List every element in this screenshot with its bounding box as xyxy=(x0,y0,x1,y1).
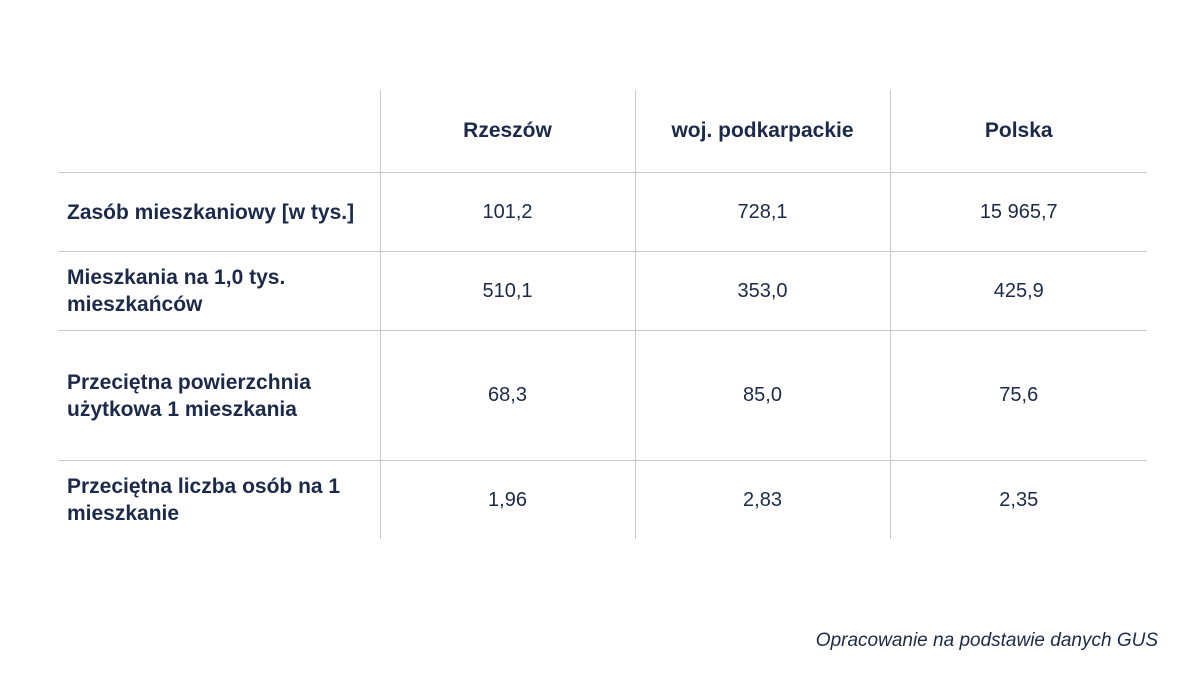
table-row-dwellings-per-1000: Mieszkania na 1,0 tys. mieszkańców 510,1… xyxy=(58,251,1147,331)
source-note: Opracowanie na podstawie danych GUS xyxy=(815,630,1158,651)
value-podkarpackie: 353,0 xyxy=(634,251,890,331)
header-podkarpackie: woj. podkarpackie xyxy=(634,90,890,173)
table-row-housing-stock: Zasób mieszkaniowy [w tys.] 101,2 728,1 … xyxy=(58,172,1147,252)
table-row-average-floor-area: Przeciętna powierzchnia użytkowa 1 miesz… xyxy=(58,330,1147,461)
table-header-row: Rzeszów woj. podkarpackie Polska xyxy=(58,90,1147,173)
value-polska: 425,9 xyxy=(889,251,1147,331)
value-polska: 15 965,7 xyxy=(889,172,1147,252)
row-label: Przeciętna liczba osób na 1 mieszkanie xyxy=(67,475,341,525)
header-polska: Polska xyxy=(889,90,1147,173)
value-polska: 2,35 xyxy=(889,460,1147,539)
housing-statistics-table: Rzeszów woj. podkarpackie Polska Zasób m… xyxy=(58,90,1147,539)
row-label: Zasób mieszkaniowy [w tys.] xyxy=(58,172,380,252)
row-label: Mieszkania na 1,0 tys. mieszkańców xyxy=(58,251,380,331)
value-podkarpackie: 728,1 xyxy=(634,172,890,252)
value-rzeszow: 1,96 xyxy=(379,460,635,539)
header-empty-cell xyxy=(58,90,380,173)
value-podkarpackie: 2,83 xyxy=(634,460,890,539)
value-polska: 75,6 xyxy=(889,330,1147,461)
value-rzeszow: 101,2 xyxy=(379,172,635,252)
row-label: Przeciętna powierzchnia użytkowa 1 miesz… xyxy=(58,330,380,461)
value-rzeszow: 68,3 xyxy=(379,330,635,461)
table-row-persons-per-dwelling: Przeciętna liczba osób na 1 mieszkanie 1… xyxy=(58,460,1147,539)
header-rzeszow: Rzeszów xyxy=(379,90,635,173)
value-podkarpackie: 85,0 xyxy=(634,330,890,461)
value-rzeszow: 510,1 xyxy=(379,251,635,331)
